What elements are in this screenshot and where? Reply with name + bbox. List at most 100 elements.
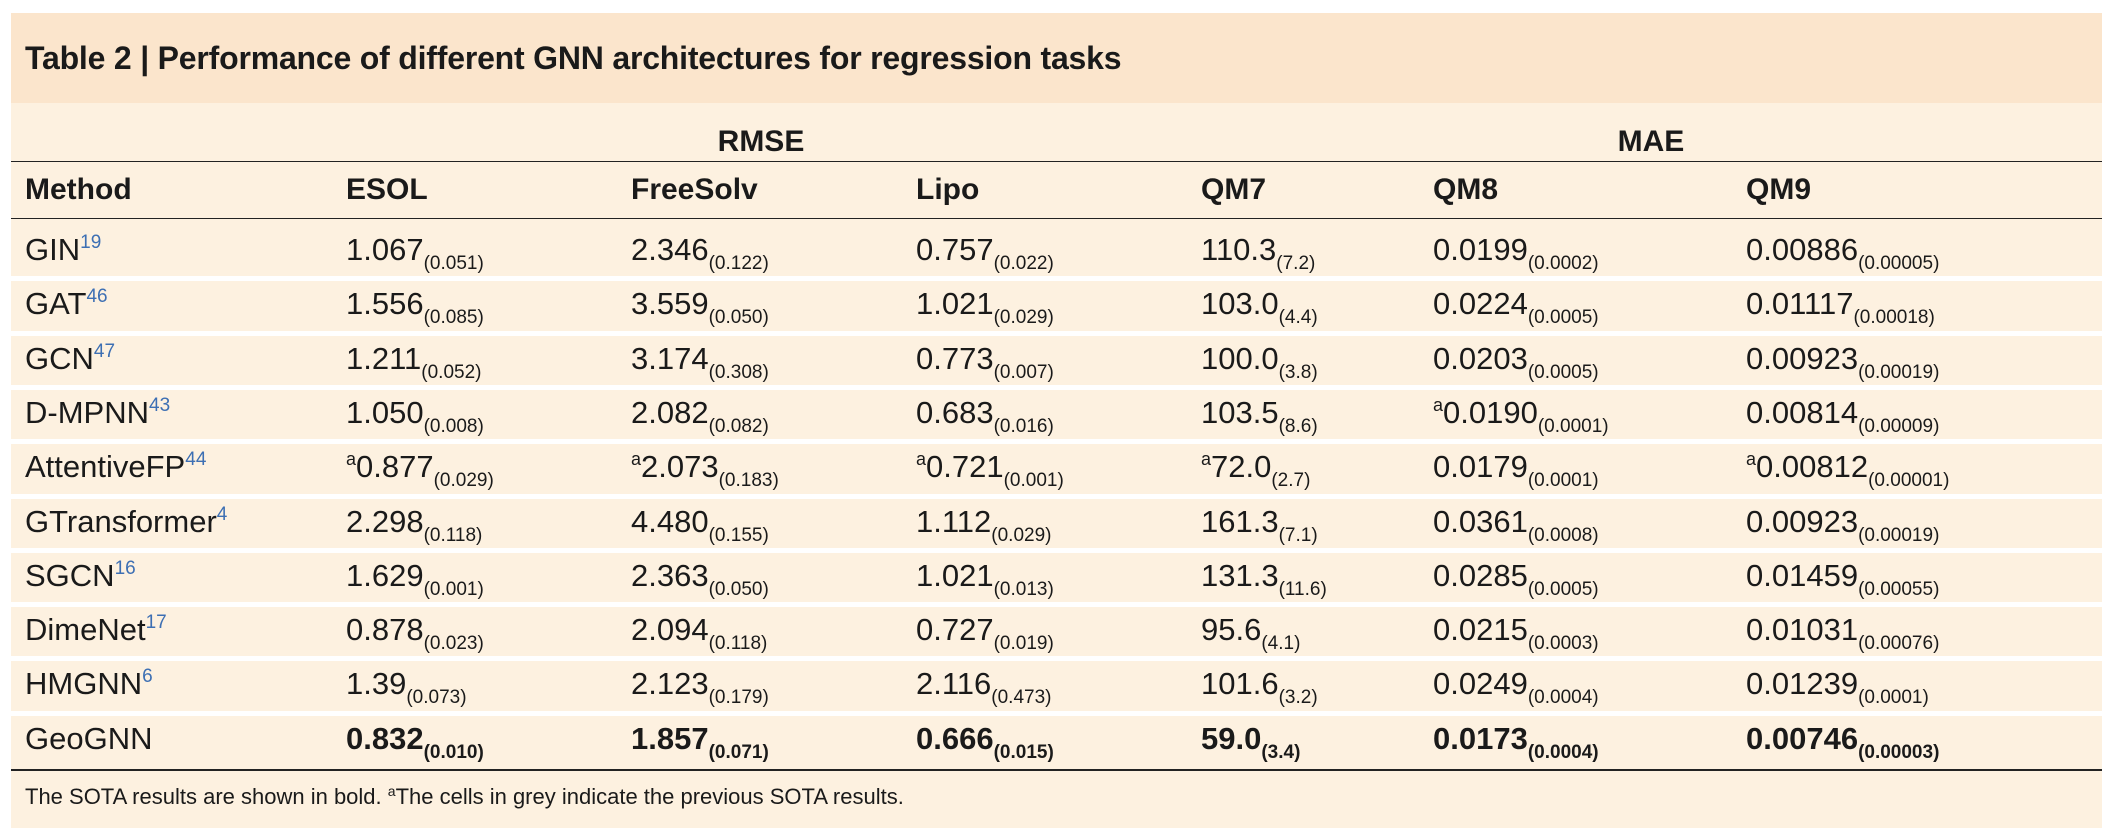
reference-link[interactable]: 44 bbox=[185, 449, 207, 471]
row-separator bbox=[11, 602, 2102, 608]
value-cell: 1.112(0.029) bbox=[916, 504, 1051, 547]
reference-link[interactable]: 43 bbox=[149, 394, 171, 416]
value-cell: 2.363(0.050) bbox=[631, 558, 769, 601]
value-cell: 0.878(0.023) bbox=[346, 612, 484, 655]
bottom-rule bbox=[11, 769, 2102, 771]
reference-link[interactable]: 16 bbox=[114, 557, 136, 579]
value-cell: 0.0361(0.0008) bbox=[1433, 504, 1599, 547]
method-cell: GTransformer4 bbox=[25, 504, 227, 540]
metric-value: 101.6 bbox=[1201, 666, 1279, 702]
std-dev: (7.1) bbox=[1278, 524, 1318, 546]
row-separator bbox=[11, 493, 2102, 499]
metric-value: 2.298 bbox=[346, 503, 424, 539]
value-cell: 1.556(0.085) bbox=[346, 286, 484, 329]
std-dev: (0.473) bbox=[991, 687, 1052, 709]
std-dev: (0.0005) bbox=[1527, 307, 1599, 329]
value-cell: 0.683(0.016) bbox=[916, 395, 1054, 438]
table-card: Table 2 | Performance of different GNN a… bbox=[11, 13, 2102, 828]
value-cell: 1.629(0.001) bbox=[346, 558, 484, 601]
std-dev: (0.073) bbox=[406, 687, 467, 709]
metric-value: 0.721 bbox=[926, 449, 1004, 485]
value-cell: 2.116(0.473) bbox=[916, 666, 1051, 709]
metric-value: 0.00923 bbox=[1746, 340, 1859, 376]
std-dev: (0.016) bbox=[993, 415, 1054, 437]
metric-value: 0.0249 bbox=[1433, 666, 1528, 702]
method-name: SGCN bbox=[25, 557, 115, 593]
value-cell: 1.067(0.051) bbox=[346, 232, 484, 275]
reference-link[interactable]: 4 bbox=[216, 503, 228, 525]
metric-value: 0.01031 bbox=[1746, 612, 1859, 648]
metric-value: 1.112 bbox=[916, 503, 992, 539]
std-dev: (0.0001) bbox=[1858, 687, 1929, 709]
metric-value: 72.0 bbox=[1211, 449, 1272, 485]
metric-value: 0.0224 bbox=[1433, 286, 1528, 322]
value-cell: 0.0249(0.0004) bbox=[1433, 666, 1599, 709]
value-cell: 161.3(7.1) bbox=[1201, 504, 1318, 547]
value-cell: 1.211(0.052) bbox=[346, 341, 481, 384]
metric-value: 2.346 bbox=[631, 232, 709, 267]
value-cell: 0.773(0.007) bbox=[916, 341, 1054, 384]
header-qm7: QM7 bbox=[1201, 173, 1267, 206]
method-name: D-MPNN bbox=[25, 394, 149, 430]
std-dev: (0.0001) bbox=[1537, 415, 1609, 437]
std-dev: (0.118) bbox=[708, 633, 768, 655]
metric-value: 0.0361 bbox=[1433, 503, 1528, 539]
method-name: GAT bbox=[25, 286, 87, 322]
header-rule bbox=[11, 218, 2102, 219]
header-method: Method bbox=[25, 173, 132, 206]
reference-link[interactable]: 47 bbox=[93, 340, 116, 362]
row-separator bbox=[11, 656, 2102, 662]
value-cell: 0.0224(0.0005) bbox=[1433, 286, 1599, 329]
std-dev: (0.050) bbox=[708, 578, 769, 600]
prev-sota-marker: a bbox=[1201, 449, 1212, 470]
std-dev: (0.155) bbox=[708, 524, 769, 546]
value-cell: a0.721(0.001) bbox=[916, 449, 1064, 492]
method-cell: GAT46 bbox=[25, 286, 108, 322]
table-header-row: Method ESOL FreeSolv Lipo QM7 QM8 QM9 bbox=[11, 163, 2102, 218]
std-dev: (0.029) bbox=[433, 470, 494, 492]
table-row: GCN47 1.211(0.052) 3.174(0.308) 0.773(0.007… bbox=[11, 335, 2102, 389]
table-row: DimeNet17 0.878(0.023) 2.094(0.118) 0.727(0… bbox=[11, 606, 2102, 660]
std-dev: (0.00003) bbox=[1858, 741, 1940, 763]
metric-value: 0.00886 bbox=[1746, 232, 1859, 267]
reference-link[interactable]: 6 bbox=[142, 666, 153, 688]
std-dev: (0.029) bbox=[991, 524, 1052, 546]
metric-value: 59.0 bbox=[1201, 720, 1262, 756]
table-row: GIN19 1.067(0.051) 2.346(0.122) 0.757(0.022… bbox=[11, 226, 2102, 280]
metric-value: 1.067 bbox=[346, 232, 424, 267]
method-name: GTransformer bbox=[25, 503, 217, 539]
value-cell: 0.0179(0.0001) bbox=[1433, 449, 1599, 492]
method-cell: SGCN16 bbox=[25, 558, 136, 594]
rmse-group-label: RMSE bbox=[717, 125, 805, 158]
std-dev: (0.008) bbox=[423, 415, 484, 437]
table-row: GTransformer4 2.298(0.118) 4.480(0.155) 1.1… bbox=[11, 498, 2102, 552]
table-row: SGCN16 1.629(0.001) 2.363(0.050) 1.021(0.01… bbox=[11, 552, 2102, 606]
method-cell: GeoGNN bbox=[25, 721, 152, 757]
prev-sota-marker: a bbox=[1433, 394, 1444, 415]
method-name: GCN bbox=[25, 340, 94, 376]
std-dev: (0.082) bbox=[708, 415, 769, 437]
value-cell: 0.0199(0.0002) bbox=[1433, 232, 1599, 275]
reference-link[interactable]: 46 bbox=[86, 286, 108, 308]
std-dev: (0.122) bbox=[708, 253, 769, 274]
std-dev: (0.00019) bbox=[1858, 524, 1940, 546]
metric-value: 0.666 bbox=[916, 720, 994, 756]
metric-value: 0.00746 bbox=[1746, 720, 1859, 756]
metric-value: 0.01117 bbox=[1746, 286, 1854, 322]
metric-value: 2.363 bbox=[631, 557, 709, 593]
metric-value: 0.00812 bbox=[1756, 449, 1869, 485]
row-separator bbox=[11, 439, 2102, 445]
metric-value: 0.01239 bbox=[1746, 666, 1859, 702]
std-dev: (0.010) bbox=[423, 741, 484, 763]
value-cell: 0.832(0.010) bbox=[346, 721, 484, 764]
metric-value: 2.116 bbox=[916, 666, 992, 702]
std-dev: (3.2) bbox=[1278, 687, 1318, 709]
reference-link[interactable]: 19 bbox=[80, 232, 102, 253]
value-cell: 110.3(7.2) bbox=[1201, 232, 1315, 275]
reference-link[interactable]: 17 bbox=[145, 612, 167, 634]
value-cell: 103.0(4.4) bbox=[1201, 286, 1318, 329]
table-title: Table 2 | Performance of different GNN a… bbox=[25, 40, 1122, 77]
std-dev: (0.00001) bbox=[1868, 470, 1950, 492]
value-cell: 0.01031(0.00076) bbox=[1746, 612, 1939, 655]
std-dev: (0.001) bbox=[423, 578, 484, 600]
